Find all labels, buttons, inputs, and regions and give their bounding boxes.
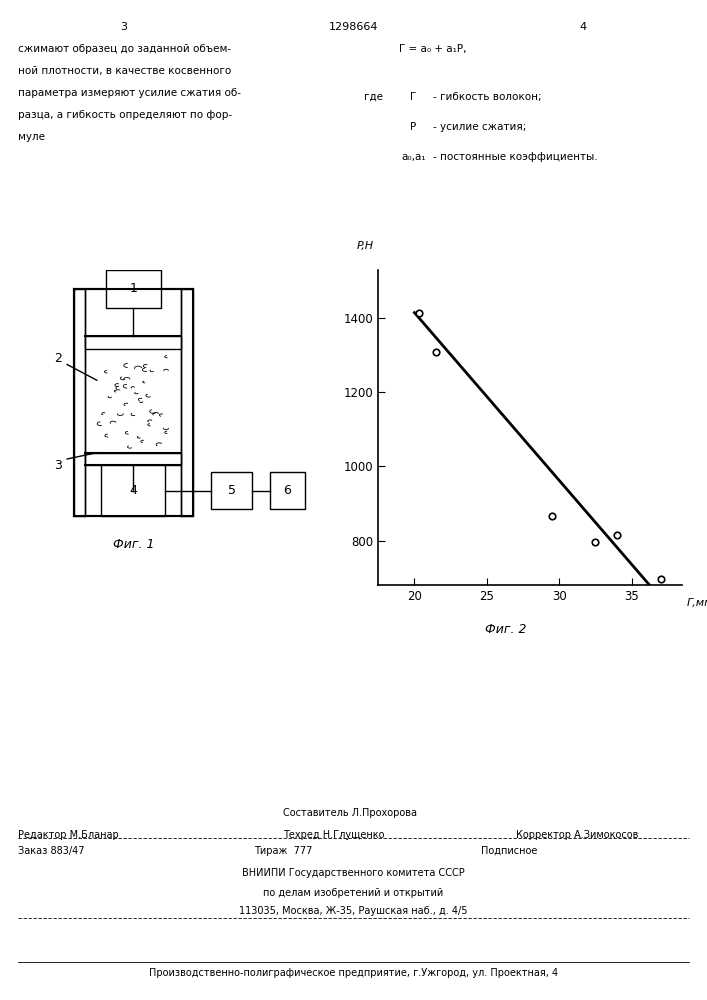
Text: Тираж  777: Тираж 777 [255, 846, 313, 856]
Bar [86, 336, 181, 349]
Bar [74, 289, 86, 516]
Point [590, 534, 601, 550]
Bar [86, 453, 181, 465]
Text: 113035, Москва, Ж-35, Раушская наб., д. 4/5: 113035, Москва, Ж-35, Раушская наб., д. … [239, 906, 468, 916]
Text: Редактор М.Бланар: Редактор М.Бланар [18, 830, 119, 840]
Text: параметра измеряют усилие сжатия об-: параметра измеряют усилие сжатия об- [18, 88, 240, 98]
Text: Корректор А.Зимокосов: Корректор А.Зимокосов [516, 830, 638, 840]
Bar [101, 465, 165, 516]
Point [413, 305, 424, 321]
Text: Техред Н.Глущенко: Техред Н.Глущенко [283, 830, 385, 840]
Text: 5: 5 [228, 484, 235, 497]
Text: по делам изобретений и открытий: по делам изобретений и открытий [264, 888, 443, 898]
Text: 4: 4 [129, 484, 137, 497]
Bar [181, 289, 193, 516]
Text: Г = a₀ + a₁P,: Г = a₀ + a₁P, [399, 44, 467, 54]
Bar [74, 289, 193, 516]
Text: 6: 6 [284, 484, 291, 497]
Bar [270, 472, 305, 509]
Text: Составитель Л.Прохорова: Составитель Л.Прохорова [283, 808, 417, 818]
Text: Подписное: Подписное [481, 846, 537, 856]
Text: Производственно-полиграфическое предприятие, г.Ужгород, ул. Проектная, 4: Производственно-полиграфическое предприя… [149, 968, 558, 978]
Text: 4: 4 [580, 22, 587, 32]
Bar [106, 270, 160, 308]
Text: - постоянные коэффициенты.: - постоянные коэффициенты. [433, 152, 598, 162]
Text: 2: 2 [54, 352, 62, 365]
Text: Г: Г [410, 92, 416, 102]
Text: - гибкость волокон;: - гибкость волокон; [433, 92, 542, 102]
Text: Г,мм: Г,мм [686, 598, 707, 608]
Text: ВНИИПИ Государственного комитета СССР: ВНИИПИ Государственного комитета СССР [242, 868, 465, 878]
Point [547, 508, 558, 524]
Text: Заказ 883/47: Заказ 883/47 [18, 846, 84, 856]
Point [431, 344, 442, 360]
Text: 1: 1 [129, 282, 137, 295]
Point [612, 527, 623, 543]
Text: ной плотности, в качестве косвенного: ной плотности, в качестве косвенного [18, 66, 231, 76]
Text: 3: 3 [54, 459, 62, 472]
Text: сжимают образец до заданной объем-: сжимают образец до заданной объем- [18, 44, 230, 54]
Text: 1298664: 1298664 [329, 22, 378, 32]
Text: где: где [364, 92, 383, 102]
Point [655, 571, 666, 587]
Text: P: P [410, 122, 416, 132]
Text: 3: 3 [120, 22, 127, 32]
Text: разца, а гибкость определяют по фор-: разца, а гибкость определяют по фор- [18, 110, 232, 120]
Text: - усилие сжатия;: - усилие сжатия; [433, 122, 527, 132]
Text: Фиг. 2: Фиг. 2 [485, 623, 527, 636]
Text: a₀,a₁: a₀,a₁ [402, 152, 426, 162]
Text: муле: муле [18, 132, 45, 142]
Text: P,H: P,H [356, 241, 374, 251]
Text: Фиг. 1: Фиг. 1 [112, 538, 154, 551]
Bar [211, 472, 252, 509]
